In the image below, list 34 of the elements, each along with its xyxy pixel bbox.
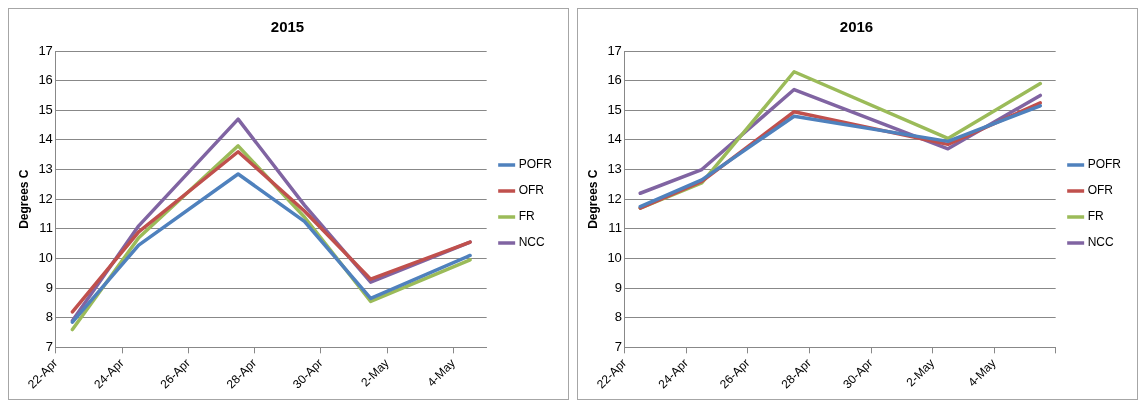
y-tick-label: 14 — [38, 131, 53, 147]
y-tick-label: 11 — [608, 220, 622, 236]
y-tick-label: 12 — [607, 190, 622, 206]
y-tick-label: 13 — [607, 161, 622, 177]
y-tick-label: 15 — [607, 101, 622, 117]
legend-label: FR — [518, 209, 535, 224]
legend-label: POFR — [518, 157, 553, 172]
y-tick-label: 14 — [607, 131, 622, 147]
y-tick-label: 17 — [38, 42, 53, 58]
legend-label: NCC — [518, 235, 545, 250]
y-tick-label: 8 — [45, 309, 53, 325]
legend-label: OFR — [518, 183, 545, 198]
y-tick-label: 7 — [614, 338, 622, 354]
chart-title: 2015 — [270, 18, 305, 36]
legend-label: OFR — [1087, 183, 1114, 198]
y-axis-title: Degrees C — [16, 169, 31, 229]
y-tick-label: 13 — [38, 161, 53, 177]
y-tick-label: 16 — [607, 72, 622, 88]
y-tick-label: 7 — [45, 338, 53, 354]
y-tick-label: 10 — [38, 250, 53, 266]
y-tick-label: 16 — [38, 72, 53, 88]
y-axis-title: Degrees C — [585, 169, 600, 229]
y-tick-label: 15 — [38, 101, 53, 117]
legend-label: NCC — [1087, 235, 1114, 250]
y-tick-label: 11 — [39, 220, 53, 236]
y-tick-label: 9 — [45, 279, 53, 295]
y-tick-label: 8 — [614, 309, 622, 325]
chart-title: 2016 — [839, 18, 874, 36]
y-tick-label: 17 — [607, 42, 622, 58]
legend-label: POFR — [1087, 157, 1122, 172]
legend-label: FR — [1087, 209, 1104, 224]
y-tick-label: 12 — [38, 190, 53, 206]
y-tick-label: 10 — [607, 250, 622, 266]
y-tick-label: 9 — [614, 279, 622, 295]
